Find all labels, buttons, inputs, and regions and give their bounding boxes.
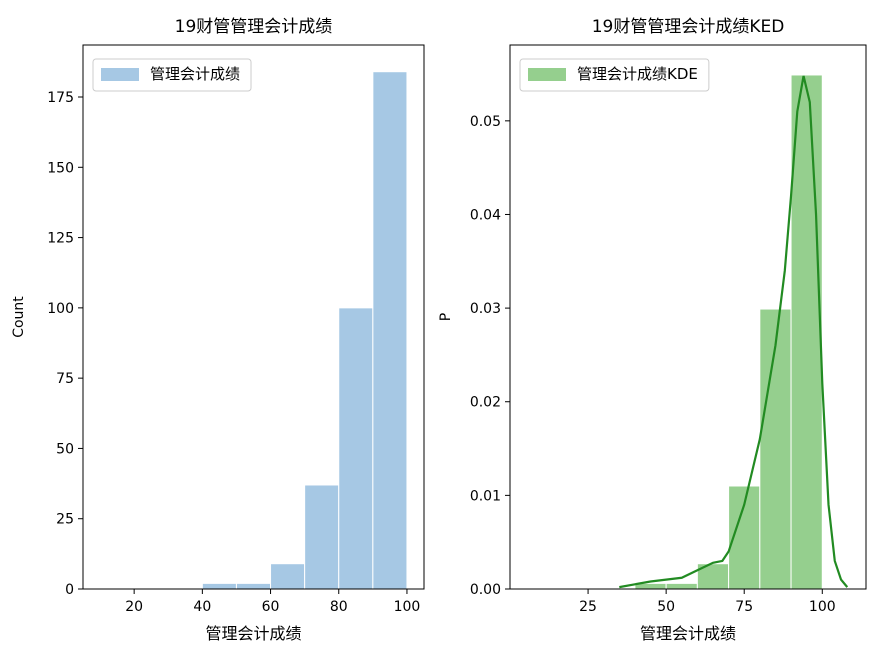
y-axis-label: Count: [11, 296, 27, 338]
x-tick-label: 40: [193, 599, 211, 615]
legend: 管理会计成绩: [92, 58, 252, 92]
y-tick-label: 0.05: [470, 114, 501, 130]
bar: [304, 484, 340, 590]
bar: [201, 582, 237, 590]
legend-swatch: [528, 68, 566, 81]
y-tick-label: 50: [56, 441, 74, 457]
axes-frame: [509, 44, 867, 590]
axes-frame: [82, 44, 425, 590]
legend-swatch: [101, 68, 139, 81]
legend-box: [519, 58, 710, 92]
x-tick-label: 50: [657, 599, 675, 615]
legend-label: 管理会计成绩KDE: [577, 65, 698, 83]
y-tick-label: 0.03: [470, 301, 501, 317]
x-tick-label: 25: [579, 599, 597, 615]
bar: [665, 582, 698, 590]
x-tick-label: 80: [330, 599, 348, 615]
y-tick-label: 150: [47, 160, 74, 176]
x-tick-label: 20: [125, 599, 143, 615]
y-tick-label: 0.01: [470, 488, 501, 504]
y-tick-label: 0.04: [470, 207, 501, 223]
bar: [759, 308, 792, 590]
bar: [235, 582, 272, 590]
x-tick-label: 60: [262, 599, 280, 615]
chart-title: 19财管管理会计成绩KED: [592, 17, 785, 37]
x-tick-label: 100: [394, 599, 421, 615]
legend: 管理会计成绩KDE: [519, 58, 710, 92]
y-axis-label: P: [438, 313, 454, 321]
y-tick-label: 100: [47, 301, 74, 317]
y-tick-label: 0.00: [470, 582, 501, 598]
chart-title: 19财管管理会计成绩: [175, 17, 333, 37]
bar: [790, 74, 823, 590]
bar: [372, 71, 408, 590]
y-tick-label: 0.02: [470, 395, 501, 411]
y-tick-label: 75: [56, 371, 74, 387]
legend-label: 管理会计成绩: [150, 65, 240, 83]
axes: 25 50 75 100 0.00 0.01 0.02 0.03 0.04 0.05 19财管管理会…: [438, 17, 867, 643]
y-tick-label: 25: [56, 512, 74, 528]
x-tick-label: 75: [735, 599, 753, 615]
y-tick-label: 175: [47, 90, 74, 106]
bar: [270, 563, 306, 590]
y-tick-label: 125: [47, 231, 74, 247]
y-tick-label: 0: [65, 582, 74, 598]
bar: [338, 307, 374, 590]
axes: 20 40 60 80 100 0 25 50 75 100 125 150 175 19财管管理会计成绩…: [11, 17, 425, 643]
x-tick-label: 100: [809, 599, 836, 615]
x-axis-label: 管理会计成绩: [205, 624, 301, 643]
kde-line: [619, 75, 849, 589]
legend-box: [92, 58, 252, 92]
x-axis-label: 管理会计成绩: [640, 624, 736, 643]
